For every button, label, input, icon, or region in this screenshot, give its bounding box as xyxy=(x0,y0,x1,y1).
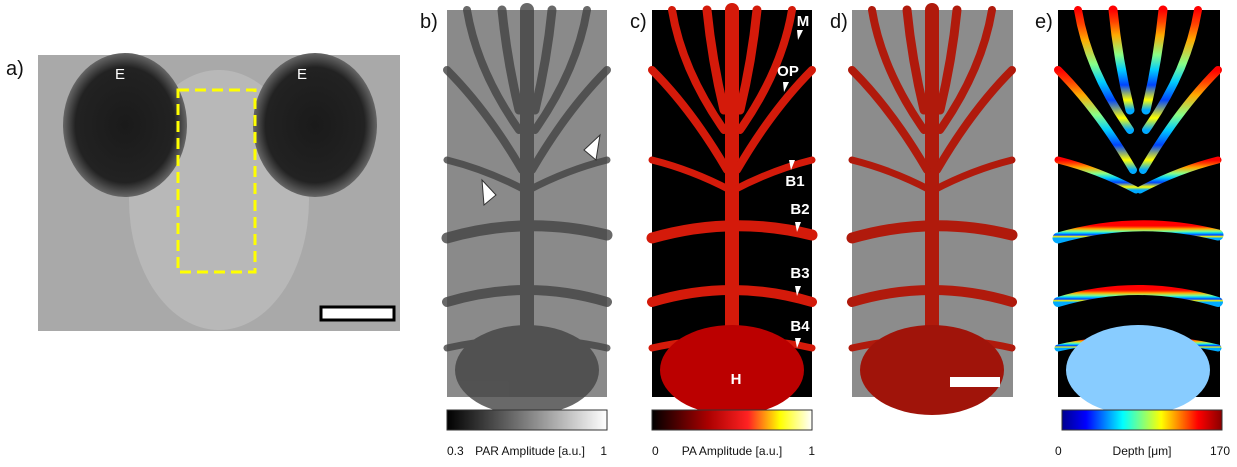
eye xyxy=(253,53,377,197)
annotation: M xyxy=(797,13,810,30)
scale-bar xyxy=(321,307,394,320)
annotation: B3 xyxy=(790,265,809,282)
colorbar-max: 1 xyxy=(600,444,607,458)
colorbar-max: 170 xyxy=(1210,444,1230,458)
panel-label: d) xyxy=(830,11,848,33)
annotation: B4 xyxy=(790,318,810,335)
figure: a) E E b) c) M OP B1 B2 B3 B4 H d) e) 0.… xyxy=(0,0,1237,462)
colorbar xyxy=(447,410,607,430)
panel-label: c) xyxy=(630,11,647,33)
eye-label: E xyxy=(297,66,307,83)
panel-label: e) xyxy=(1035,11,1053,33)
annotation: H xyxy=(731,371,742,388)
panel-label: a) xyxy=(6,58,24,80)
colorbar xyxy=(1062,410,1222,430)
colorbar-min: 0 xyxy=(1055,444,1062,458)
colorbar-min: 0.3 xyxy=(447,444,464,458)
page: {"panels": [ {"label": "a)", "annotation… xyxy=(0,0,1237,462)
panel-label: b) xyxy=(420,11,438,33)
colorbar-title: PAR Amplitude [a.u.] xyxy=(475,444,585,458)
colorbar-title: PA Amplitude [a.u.] xyxy=(682,444,783,458)
annotation: OP xyxy=(777,63,799,80)
colorbar xyxy=(652,410,812,430)
eye-label: E xyxy=(115,66,125,83)
colorbar-min: 0 xyxy=(652,444,659,458)
annotation: B2 xyxy=(790,201,809,218)
colorbar-max: 1 xyxy=(808,444,815,458)
annotation: B1 xyxy=(785,173,804,190)
colorbar-title: Depth [μm] xyxy=(1113,444,1172,458)
scale-bar xyxy=(950,377,1000,387)
